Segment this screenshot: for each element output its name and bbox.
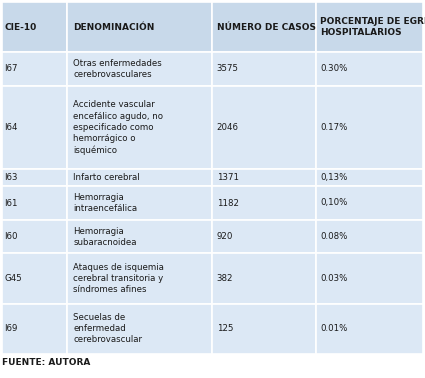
Bar <box>212 304 316 354</box>
Bar <box>67 253 212 304</box>
Bar <box>212 220 316 253</box>
Bar <box>212 169 316 186</box>
Bar <box>316 304 423 354</box>
Bar <box>316 52 423 85</box>
Text: CIE-10: CIE-10 <box>5 23 37 31</box>
Bar <box>316 220 423 253</box>
Text: 0.01%: 0.01% <box>320 324 347 333</box>
Text: I61: I61 <box>5 198 18 208</box>
Bar <box>316 85 423 169</box>
Bar <box>2 2 67 52</box>
Text: FUENTE: AUTORA: FUENTE: AUTORA <box>2 358 91 367</box>
Bar <box>2 253 67 304</box>
Bar <box>316 253 423 304</box>
Text: G45: G45 <box>5 274 23 283</box>
Text: Infarto cerebral: Infarto cerebral <box>73 174 140 182</box>
Text: I64: I64 <box>5 123 18 132</box>
Text: Secuelas de
enfermedad
cerebrovascular: Secuelas de enfermedad cerebrovascular <box>73 313 142 344</box>
Text: Otras enfermedades
cerebrovasculares: Otras enfermedades cerebrovasculares <box>73 59 162 79</box>
Text: 1182: 1182 <box>217 198 238 208</box>
Text: Ataques de isquemia
cerebral transitoria y
síndromes afines: Ataques de isquemia cerebral transitoria… <box>73 263 164 294</box>
Bar <box>2 304 67 354</box>
Bar <box>212 253 316 304</box>
Bar <box>212 186 316 220</box>
Text: 0.03%: 0.03% <box>320 274 347 283</box>
Bar <box>67 186 212 220</box>
Text: Hemorragia
subaracnoidea: Hemorragia subaracnoidea <box>73 226 136 246</box>
Bar <box>212 85 316 169</box>
Text: PORCENTAJE DE EGRESOS
HOSPITALARIOS: PORCENTAJE DE EGRESOS HOSPITALARIOS <box>320 17 425 37</box>
Bar <box>2 169 67 186</box>
Bar <box>67 220 212 253</box>
Text: 2046: 2046 <box>217 123 238 132</box>
Bar <box>67 169 212 186</box>
Bar <box>2 220 67 253</box>
Text: I60: I60 <box>5 232 18 241</box>
Bar <box>316 186 423 220</box>
Text: 0,10%: 0,10% <box>320 198 347 208</box>
Text: Hemorragia
intraencefálica: Hemorragia intraencefálica <box>73 193 137 213</box>
Bar <box>316 2 423 52</box>
Text: I63: I63 <box>5 174 18 182</box>
Text: Accidente vascular
encefálico agudo, no
especificado como
hemorrágico o
isquémic: Accidente vascular encefálico agudo, no … <box>73 101 163 155</box>
Bar <box>2 52 67 85</box>
Bar <box>2 186 67 220</box>
Text: 0,13%: 0,13% <box>320 174 347 182</box>
Text: 0.08%: 0.08% <box>320 232 347 241</box>
Text: 0.17%: 0.17% <box>320 123 347 132</box>
Bar <box>316 169 423 186</box>
Text: 0.30%: 0.30% <box>320 64 347 73</box>
Bar <box>67 304 212 354</box>
Bar <box>212 2 316 52</box>
Bar <box>212 52 316 85</box>
Bar <box>2 85 67 169</box>
Text: NÚMERO DE CASOS: NÚMERO DE CASOS <box>217 23 316 31</box>
Text: 382: 382 <box>217 274 233 283</box>
Text: I69: I69 <box>5 324 18 333</box>
Bar <box>67 52 212 85</box>
Text: DENOMINACIÓN: DENOMINACIÓN <box>73 23 154 31</box>
Text: 920: 920 <box>217 232 233 241</box>
Bar <box>67 2 212 52</box>
Text: 1371: 1371 <box>217 174 238 182</box>
Text: 3575: 3575 <box>217 64 238 73</box>
Text: 125: 125 <box>217 324 233 333</box>
Bar <box>67 85 212 169</box>
Text: I67: I67 <box>5 64 18 73</box>
